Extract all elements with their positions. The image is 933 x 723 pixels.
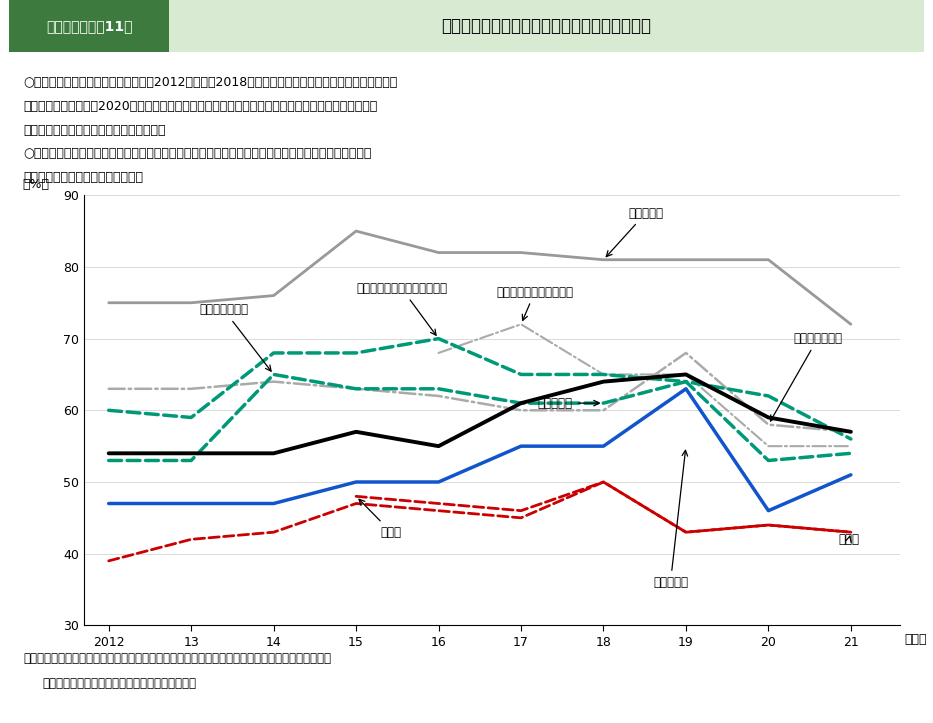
Text: 中途採用実績のある企業割合の推移（産業別）: 中途採用実績のある企業割合の推移（産業別） <box>441 17 651 35</box>
Text: （年）: （年） <box>904 633 927 646</box>
Text: ○　産業別の水準をみると、「医療，福祉」では比較的高い水準で推移している一方で、「建設業」で: ○ 産業別の水準をみると、「医療，福祉」では比較的高い水準で推移している一方で、… <box>23 147 371 161</box>
Text: 大きな変化がみられない産業もあった。: 大きな変化がみられない産業もあった。 <box>23 124 166 137</box>
Bar <box>9 0 170 52</box>
Text: 生活関連サービス業，娯楽業: 生活関連サービス業，娯楽業 <box>356 282 447 335</box>
Text: 建設業: 建設業 <box>839 533 859 546</box>
Text: それ以降は停滞し、2020年以降は感染症の影響により低下がみられたが、「情報通信業」のように: それ以降は停滞し、2020年以降は感染症の影響により低下がみられたが、「情報通信… <box>23 100 378 113</box>
Text: 運輸業，郵便業: 運輸業，郵便業 <box>200 304 272 371</box>
Text: （%）: （%） <box>22 178 49 191</box>
Text: 第２－（２）－11図: 第２－（２）－11図 <box>46 19 132 33</box>
Text: 製造業: 製造業 <box>359 500 402 539</box>
Text: 資料出所　厚生労働省「労働経済動向調査」をもとに厚生労働省政策統括官付政策統括室にて作成: 資料出所 厚生労働省「労働経済動向調査」をもとに厚生労働省政策統括官付政策統括室… <box>23 652 331 665</box>
Text: （注）四半期のデータを年単位で算出したもの。: （注）四半期のデータを年単位で算出したもの。 <box>42 677 196 690</box>
Text: 卸売業，小売業: 卸売業，小売業 <box>771 332 842 421</box>
Text: 調査産業計: 調査産業計 <box>537 397 599 410</box>
Text: ○　中途採用実績がある企業割合は、2012年以降、2018年までは緩やかな上昇傾向がみられていた。: ○ 中途採用実績がある企業割合は、2012年以降、2018年までは緩やかな上昇傾… <box>23 76 397 89</box>
Text: は比較的低い水準となっている。: は比較的低い水準となっている。 <box>23 171 144 184</box>
Text: 医療，福祉: 医療，福祉 <box>606 207 663 257</box>
Text: 宿泊業，飲食サービス業: 宿泊業，飲食サービス業 <box>496 286 573 320</box>
Bar <box>170 0 924 52</box>
Text: 情報通信業: 情報通信業 <box>653 450 688 589</box>
